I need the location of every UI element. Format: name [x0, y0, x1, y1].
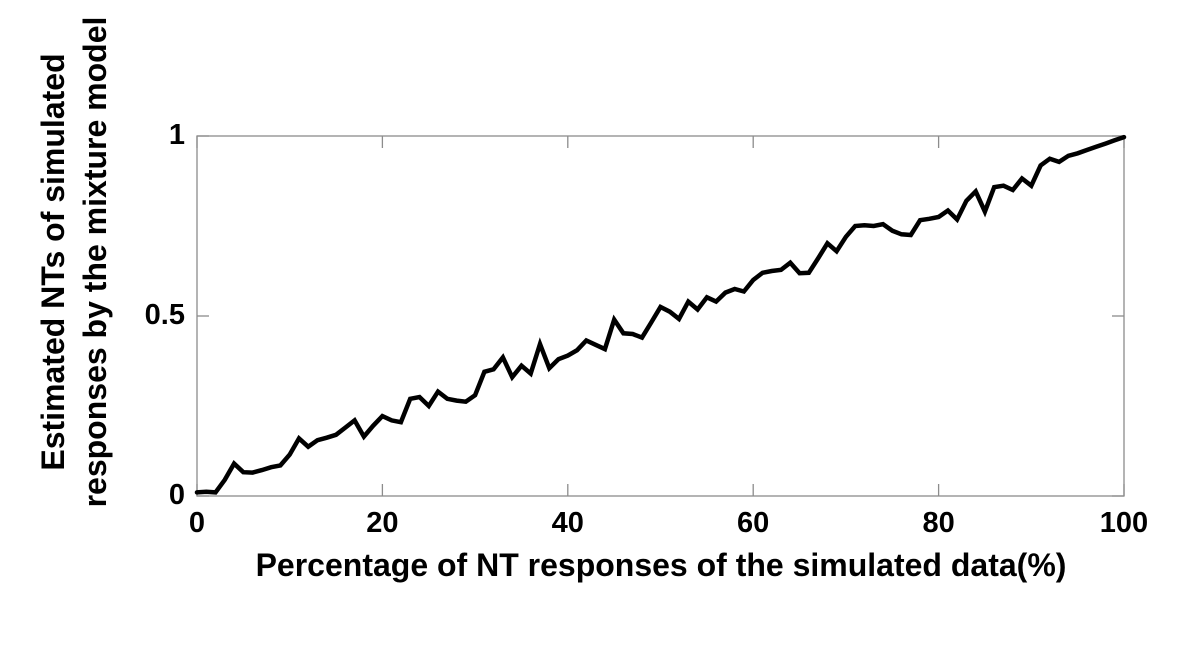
y-axis-label: Estimated NTs of simulated responses by …: [32, 17, 116, 508]
data-line: [194, 134, 1127, 495]
y-tick-label: 1: [168, 119, 185, 152]
y-tick-label: 0: [168, 479, 185, 512]
x-tick-label: 0: [188, 507, 206, 539]
y-tick-label: 0.5: [144, 299, 185, 332]
y-axis-label-line2: responses by the mixture model: [77, 16, 113, 508]
x-tick-label: 20: [366, 507, 399, 539]
y-axis-label-line1: Estimated NTs of simulated: [35, 53, 71, 471]
x-tick-label: 80: [922, 507, 955, 539]
x-tick-label: 100: [1099, 507, 1149, 539]
x-axis-label: Percentage of NT responses of the simula…: [255, 547, 1067, 583]
x-tick-label: 60: [737, 507, 770, 539]
plot-box: [196, 135, 1125, 497]
x-tick-label: 40: [551, 507, 584, 539]
